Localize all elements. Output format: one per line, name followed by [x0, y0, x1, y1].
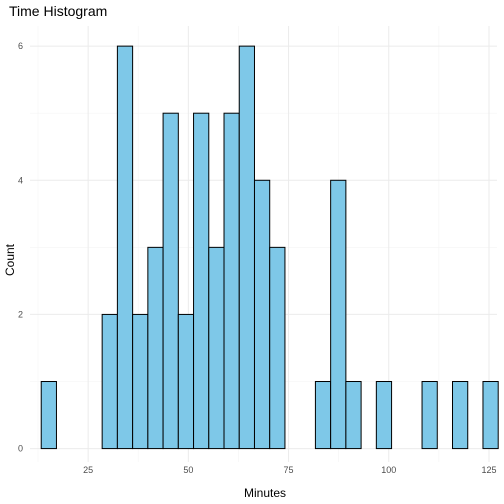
- x-tick-label: 25: [83, 465, 93, 475]
- histogram-bar: [482, 381, 499, 450]
- histogram-bar: [238, 45, 255, 450]
- x-axis-ticks: 25 50 75 100 125: [83, 465, 496, 475]
- y-tick-label: 0: [18, 444, 23, 454]
- x-tick-label: 100: [381, 465, 396, 475]
- x-tick-label: 75: [284, 465, 294, 475]
- histogram-bar: [101, 313, 118, 450]
- histogram-bar: [345, 381, 362, 450]
- y-tick-label: 2: [18, 309, 23, 319]
- histogram-bar: [177, 313, 195, 450]
- histogram-bar: [162, 112, 179, 450]
- x-tick-label: 125: [481, 465, 496, 475]
- y-axis-ticks: 0 2 4 6: [18, 41, 23, 453]
- y-axis-label: Count: [3, 243, 17, 276]
- chart-title: Time Histogram: [9, 3, 107, 19]
- y-tick-label: 6: [18, 41, 23, 51]
- histogram-bar: [147, 246, 164, 450]
- y-tick-label: 4: [18, 175, 23, 185]
- histogram-bar: [208, 246, 225, 450]
- x-tick-label: 50: [183, 465, 193, 475]
- histogram-bar: [223, 112, 240, 450]
- x-axis-label: Minutes: [244, 486, 286, 500]
- histogram-bar: [253, 179, 271, 450]
- histogram-bar: [375, 381, 393, 450]
- histogram-bar: [452, 381, 469, 450]
- histogram-bar: [330, 179, 347, 450]
- histogram-bar: [40, 381, 57, 450]
- histogram-bar: [116, 45, 134, 450]
- histogram-bar: [314, 381, 332, 450]
- bars: [40, 45, 499, 450]
- histogram-bar: [132, 313, 149, 450]
- histogram-bar: [193, 112, 210, 450]
- histogram-bar: [421, 381, 438, 450]
- histogram-bar: [269, 246, 286, 450]
